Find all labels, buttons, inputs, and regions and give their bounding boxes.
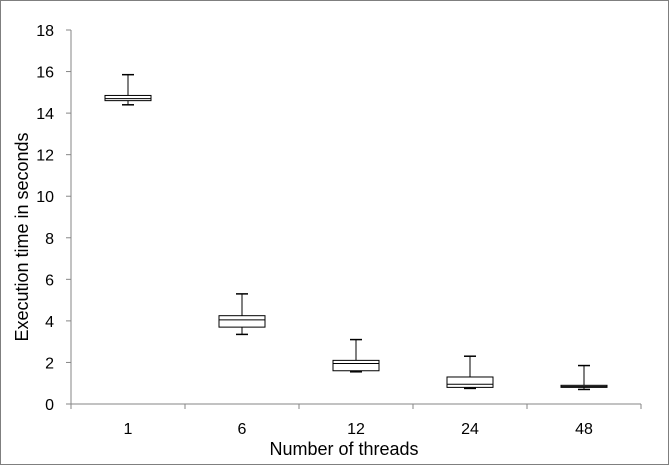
y-tick-label: 0 (45, 397, 54, 414)
y-tick-label: 2 (45, 355, 54, 372)
box-iqr (218, 315, 266, 328)
y-tick-label: 4 (45, 314, 54, 331)
y-tick-label: 10 (36, 189, 54, 206)
y-tick-label: 16 (36, 65, 54, 82)
x-tick-label: 6 (238, 421, 247, 438)
box-6 (218, 293, 266, 336)
y-tick-label: 18 (36, 23, 54, 40)
y-tick-label: 12 (36, 148, 54, 165)
x-tick-label: 12 (347, 421, 365, 438)
box-24 (446, 355, 494, 390)
box-series (104, 73, 608, 391)
box-1 (104, 73, 152, 106)
box-iqr (104, 94, 152, 102)
y-axis-title: Execution time in seconds (12, 132, 32, 341)
x-tick-label: 48 (575, 421, 593, 438)
x-tick-label: 24 (461, 421, 479, 438)
x-axis-title: Number of threads (269, 439, 418, 459)
box-12 (332, 338, 380, 373)
x-axis: 1 6 12 24 48 (70, 403, 642, 438)
y-axis: 0 2 4 6 8 10 12 14 16 18 (36, 23, 72, 414)
x-tick-label: 1 (124, 421, 133, 438)
y-tick-label: 8 (45, 231, 54, 248)
box-iqr (446, 376, 494, 388)
box-48 (560, 364, 608, 391)
y-tick-label: 6 (45, 272, 54, 289)
box-iqr (332, 359, 380, 372)
y-tick-label: 14 (36, 106, 54, 123)
